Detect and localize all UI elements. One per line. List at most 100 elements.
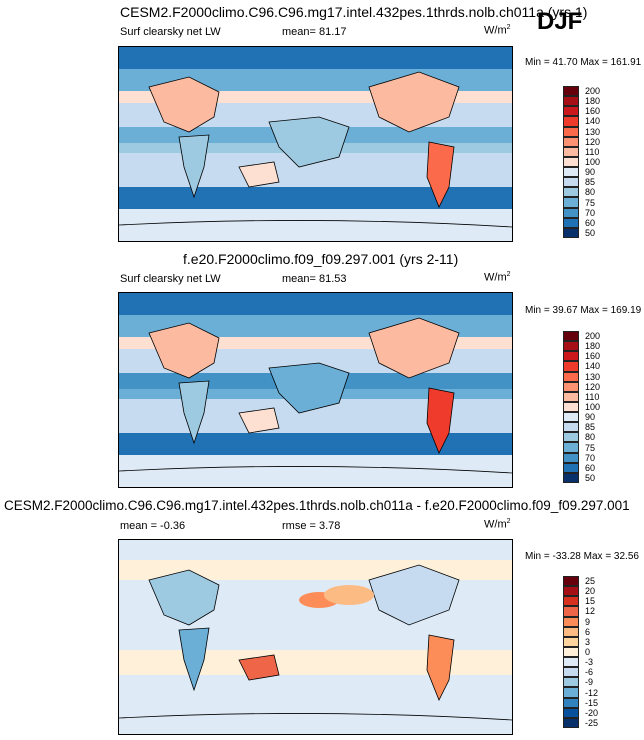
colorbar-cell: [563, 462, 579, 473]
colorbar-tick-label: 200: [585, 86, 601, 97]
colorbar-cell: [563, 432, 579, 443]
panel-3-colorbar: 25 20 15 12 9 6 3 0 -3 -6 -9 -12 -15 -20 -25: [563, 576, 598, 728]
colorbar-tick-label: 50: [585, 227, 596, 238]
colorbar-tick-label: 6: [585, 626, 591, 637]
colorbar-cell: [563, 667, 579, 678]
colorbar-tick-label: 25: [585, 576, 596, 587]
panel-2-minmax: Min = 39.67 Max = 169.19: [525, 305, 642, 316]
colorbar-tick-label: 110: [585, 391, 600, 402]
colorbar-cell: [563, 717, 579, 728]
colorbar-tick-label: 75: [585, 442, 596, 453]
colorbar-tick-label: 85: [585, 422, 596, 433]
panel-3-mean: mean = -0.36: [120, 520, 186, 532]
colorbar-cell: [563, 381, 579, 392]
colorbar-cell: [563, 371, 579, 382]
colorbar-tick-label: 180: [585, 96, 601, 107]
colorbar-cell: [563, 606, 579, 617]
colorbar-cell: [563, 351, 579, 362]
colorbar-cell: [563, 626, 579, 637]
panel-2-variable: Surf clearsky net LW: [120, 273, 221, 285]
colorbar-tick-label: 140: [585, 116, 601, 127]
colorbar-tick-label: 60: [585, 217, 596, 228]
colorbar-tick-label: 180: [585, 341, 601, 352]
panel-1-mean: mean= 81.17: [282, 26, 347, 38]
colorbar-cell: [563, 391, 579, 402]
colorbar-tick-label: -15: [585, 697, 599, 708]
colorbar-cell: [563, 96, 579, 107]
colorbar-cell: [563, 576, 579, 587]
colorbar-tick-label: 200: [585, 331, 601, 342]
colorbar-tick-label: 3: [585, 636, 591, 647]
colorbar-cell: [563, 646, 579, 658]
panel-2-units: W/m2: [484, 271, 511, 284]
panel-3-units: W/m2: [484, 518, 511, 531]
colorbar-tick-label: 80: [585, 187, 596, 198]
colorbar-tick-label: 90: [585, 412, 596, 423]
colorbar-cell: [563, 207, 579, 218]
colorbar-cell: [563, 86, 579, 97]
colorbar-tick-label: 160: [585, 106, 601, 117]
colorbar-cell: [563, 677, 579, 688]
colorbar-cell: [563, 616, 579, 627]
panel-3-map: [118, 539, 513, 735]
colorbar-cell: [563, 187, 579, 198]
colorbar-tick-label: 120: [585, 381, 601, 392]
colorbar-cell: [563, 106, 579, 117]
panel-3-rmse: rmse = 3.78: [282, 520, 341, 532]
colorbar-cell: [563, 401, 579, 413]
colorbar-cell: [563, 697, 579, 708]
colorbar-tick-label: 50: [585, 472, 596, 483]
colorbar-tick-label: 130: [585, 371, 601, 382]
colorbar-tick-label: 80: [585, 432, 596, 443]
colorbar-cell: [563, 146, 579, 157]
colorbar-cell: [563, 707, 579, 718]
panel-3-minmax: Min = -33.28 Max = 32.56: [525, 551, 639, 562]
colorbar-tick-label: -3: [585, 657, 594, 668]
panel-1-colorbar: 200 180 160 140 130 120 110 100 90 85 80 75 70 60 50: [563, 86, 600, 238]
colorbar-cell: [563, 596, 579, 607]
colorbar-cell: [563, 657, 579, 668]
colorbar-tick-label: 130: [585, 126, 601, 137]
panel-1-units: W/m2: [484, 24, 511, 37]
colorbar-cell: [563, 452, 579, 463]
colorbar-tick-label: 20: [585, 586, 596, 597]
colorbar-tick-label: -6: [585, 667, 594, 678]
colorbar-cell: [563, 227, 579, 238]
panel-1-map: [118, 46, 513, 242]
colorbar-cell: [563, 177, 579, 188]
colorbar-tick-label: 70: [585, 207, 596, 218]
colorbar-cell: [563, 687, 579, 698]
colorbar-cell: [563, 217, 579, 228]
colorbar-tick-label: 12: [585, 606, 596, 617]
colorbar-tick-label: 90: [585, 167, 596, 178]
colorbar-tick-label: 110: [585, 146, 600, 157]
panel-2-map: [118, 292, 513, 488]
panel-2-colorbar: 200 180 160 140 130 120 110 100 90 85 80 75 70 60 50: [563, 331, 600, 483]
colorbar-tick-label: 160: [585, 351, 601, 362]
colorbar-tick-label: 140: [585, 361, 601, 372]
colorbar-cell: [563, 197, 579, 208]
colorbar-cell: [563, 116, 579, 127]
colorbar-cell: [563, 136, 579, 147]
colorbar-tick-label: -25: [585, 717, 599, 728]
panel-1-variable: Surf clearsky net LW: [120, 26, 221, 38]
panel-1-title: CESM2.F2000climo.C96.C96.mg17.intel.432p…: [120, 4, 588, 20]
colorbar-tick-label: 100: [585, 402, 601, 412]
colorbar-cell: [563, 412, 579, 423]
colorbar-cell: [563, 442, 579, 453]
colorbar-cell: [563, 472, 579, 483]
colorbar-tick-label: 75: [585, 197, 596, 208]
colorbar-tick-label: 0: [585, 647, 591, 657]
colorbar-cell: [563, 341, 579, 352]
colorbar-tick-label: -9: [585, 677, 594, 688]
panel-2-title: f.e20.F2000climo.f09_f09.297.001 (yrs 2-…: [183, 251, 459, 267]
colorbar-cell: [563, 361, 579, 372]
season-label: DJF: [537, 8, 583, 35]
colorbar-tick-label: 120: [585, 136, 601, 147]
colorbar-tick-label: 60: [585, 462, 596, 473]
panel-2-mean: mean= 81.53: [282, 273, 347, 285]
colorbar-cell: [563, 167, 579, 178]
colorbar-tick-label: 70: [585, 452, 596, 463]
colorbar-tick-label: 100: [585, 157, 601, 167]
colorbar-tick-label: -20: [585, 707, 599, 718]
